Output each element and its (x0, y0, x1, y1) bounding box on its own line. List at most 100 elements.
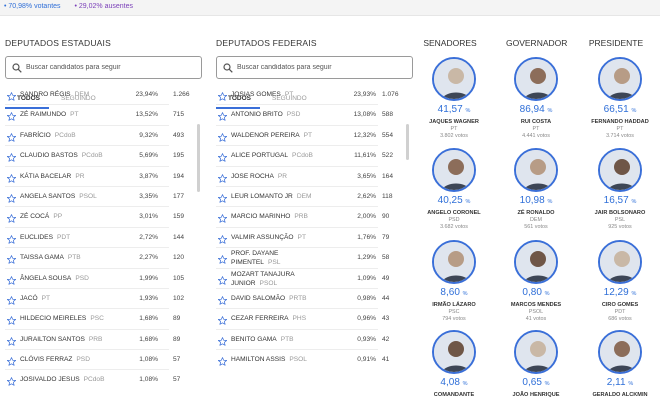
candidate-card[interactable]: 8,60 % IRMÃO LÁZARO PSC 794 votos (422, 240, 486, 323)
star-icon[interactable] (7, 172, 17, 183)
candidate-row[interactable]: DAVID SALOMÃO PRTB 0,98% 44 (216, 289, 412, 308)
candidate-photo (432, 148, 476, 192)
star-icon[interactable] (7, 355, 17, 366)
star-icon[interactable] (218, 253, 228, 264)
star-icon[interactable] (218, 335, 228, 346)
star-icon[interactable] (218, 90, 228, 101)
star-icon[interactable] (7, 274, 17, 285)
candidate-row[interactable]: JOSIVALDO JESUS PCdoB 1,08% 57 (5, 370, 202, 389)
candidate-row[interactable]: KÁTIA BACELAR PR 3,87% 194 (5, 167, 202, 186)
star-icon[interactable] (7, 131, 17, 142)
star-icon[interactable] (7, 253, 17, 264)
star-icon[interactable] (7, 192, 17, 203)
candidate-row[interactable]: LEUR LOMANTO JR DEM 2,62% 118 (216, 187, 412, 206)
candidate-row[interactable]: JOSE ROCHA PR 3,65% 164 (216, 167, 412, 186)
star-icon[interactable] (218, 151, 228, 162)
federais-search-input[interactable] (237, 59, 407, 76)
estaduais-search-input[interactable] (26, 59, 196, 76)
candidate-card[interactable]: 0,80 % MARCOS MENDES PSOL 41 votos (504, 240, 568, 323)
candidate-row[interactable]: MARCIO MARINHO PRB 2,00% 90 (216, 207, 412, 226)
estaduais-scrollbar[interactable] (197, 124, 200, 192)
candidate-row[interactable]: ALICE PORTUGAL PCdoB 11,61% 522 (216, 146, 412, 165)
row-divider (216, 226, 378, 228)
candidate-row[interactable]: SANDRO RÉGIS DEM 23,94% 1.266 (5, 85, 202, 104)
star-icon[interactable] (218, 172, 228, 183)
candidate-name: MARCOS MENDES (510, 302, 562, 308)
candidate-row[interactable]: BENITO GAMA PTB 0,93% 42 (216, 330, 412, 349)
candidate-percent: 1,68% (139, 335, 158, 343)
star-icon[interactable] (218, 110, 228, 122)
federais-search-box[interactable] (216, 56, 413, 79)
candidate-percent: 0,96% (357, 315, 376, 323)
candidate-votes: 164 (382, 172, 394, 180)
star-icon[interactable] (218, 192, 228, 203)
candidate-card[interactable]: 40,25 % ANGELO CORONEL PSD 3.682 votos (422, 148, 486, 231)
candidate-card[interactable]: 16,57 % JAIR BOLSONARO PSL 925 votos (588, 148, 652, 231)
candidate-card[interactable]: 12,29 % CIRO GOMES PDT 686 votos (588, 240, 652, 323)
star-icon[interactable] (7, 314, 17, 326)
star-icon[interactable] (218, 355, 228, 366)
star-icon[interactable] (7, 151, 17, 162)
star-icon[interactable] (218, 131, 228, 142)
candidate-row[interactable]: CLAUDIO BASTOS PCdoB 5,69% 195 (5, 146, 202, 165)
candidate-row[interactable]: TAISSA GAMA PTB 2,27% 120 (5, 248, 202, 267)
star-icon[interactable] (218, 233, 228, 244)
candidate-row[interactable]: HAMILTON ASSIS PSOL 0,91% 41 (216, 350, 412, 369)
candidate-row[interactable]: HILDECIO MEIRELES PSC 1,68% 89 (5, 309, 202, 328)
candidate-percent: 1,93% (139, 294, 158, 302)
tab-todos[interactable]: TODOS (228, 95, 251, 102)
candidate-row[interactable]: ZÉ COCÁ PP 3,01% 159 (5, 207, 202, 226)
candidate-row[interactable]: EUCLIDES PDT 2,72% 144 (5, 228, 202, 247)
star-icon[interactable] (218, 314, 228, 326)
candidate-row[interactable]: JACÓ PT 1,93% 102 (5, 289, 202, 308)
candidate-percent: 12,32% (353, 131, 376, 139)
candidate-party: PRTB (289, 294, 307, 302)
tab-seguindo[interactable]: SEGUINDO (61, 95, 96, 102)
row-divider (216, 349, 378, 351)
candidate-row[interactable]: ANTONIO BRITO PSD 13,08% 588 (216, 105, 412, 124)
row-divider (216, 206, 378, 208)
candidate-row[interactable]: FABRÍCIO PCdoB 9,32% 493 (5, 126, 202, 145)
candidate-card[interactable]: 2,11 % GERALDO ALCKMIN (588, 330, 652, 399)
star-icon[interactable] (218, 212, 228, 224)
tab-seguindo[interactable]: SEGUINDO (272, 95, 307, 102)
candidate-card[interactable]: 0,65 % JOÃO HENRIQUE (504, 330, 568, 399)
candidate-card[interactable]: 86,94 % RUI COSTA PT 4.441 votos (504, 57, 568, 140)
estaduais-search-box[interactable] (5, 56, 202, 79)
candidate-party: PSL (614, 217, 626, 223)
candidate-row[interactable]: CLÓVIS FERRAZ PSD 1,08% 57 (5, 350, 202, 369)
tab-todos[interactable]: TODOS (17, 95, 40, 102)
candidate-row[interactable]: ZÉ RAIMUNDO PT 13,52% 715 (5, 105, 202, 124)
star-icon[interactable] (7, 294, 17, 305)
candidate-row[interactable]: JURAILTON SANTOS PRB 1,68% 89 (5, 330, 202, 349)
candidate-votes: 1.076 (382, 91, 399, 98)
candidate-row[interactable]: PROF. DAYANE PIMENTEL PSL 1,29% 58 (216, 248, 412, 267)
candidate-party: PCdoB (292, 152, 313, 160)
candidate-name: ZÉ RONALDO (517, 210, 555, 216)
candidate-row[interactable]: CEZAR FERREIRA PHS 0,96% 43 (216, 309, 412, 328)
star-icon[interactable] (218, 274, 228, 285)
star-icon[interactable] (7, 212, 17, 224)
candidate-party: PRB (294, 213, 308, 221)
person-icon (516, 150, 556, 190)
candidate-row[interactable]: ÂNGELA SOUSA PSD 1,99% 105 (5, 269, 202, 288)
star-icon[interactable] (7, 110, 17, 122)
candidate-row[interactable]: MOZART TANAJURA JUNIOR PSOL 1,09% 49 (216, 269, 412, 288)
candidate-card[interactable]: 66,51 % FERNANDO HADDAD PT 3.714 votos (588, 57, 652, 140)
star-icon[interactable] (7, 335, 17, 346)
candidate-card[interactable]: 4,08 % COMANDANTE (422, 330, 486, 399)
candidate-name: TAISSA GAMA PTB (20, 254, 81, 262)
ausentes-stat: • 29,02% ausentes (74, 3, 134, 10)
federais-scrollbar[interactable] (406, 124, 409, 160)
candidate-row[interactable]: WALDENOR PEREIRA PT 12,32% 554 (216, 126, 412, 145)
star-icon[interactable] (218, 294, 228, 305)
star-icon[interactable] (7, 375, 17, 387)
candidate-row[interactable]: ANGELA SANTOS PSOL 3,35% 177 (5, 187, 202, 206)
candidate-card[interactable]: 10,98 % ZÉ RONALDO DEM 561 votos (504, 148, 568, 231)
candidate-card[interactable]: 41,57 % JAQUES WAGNER PT 3.802 votos (422, 57, 486, 140)
star-icon[interactable] (7, 233, 17, 244)
star-icon[interactable] (7, 90, 17, 101)
candidate-row[interactable]: JOSIAS GOMES PT 23,93% 1.076 (216, 85, 412, 104)
candidate-row[interactable]: VALMIR ASSUNÇÃO PT 1,76% 79 (216, 228, 412, 247)
candidate-name: WALDENOR PEREIRA PT (231, 131, 313, 139)
